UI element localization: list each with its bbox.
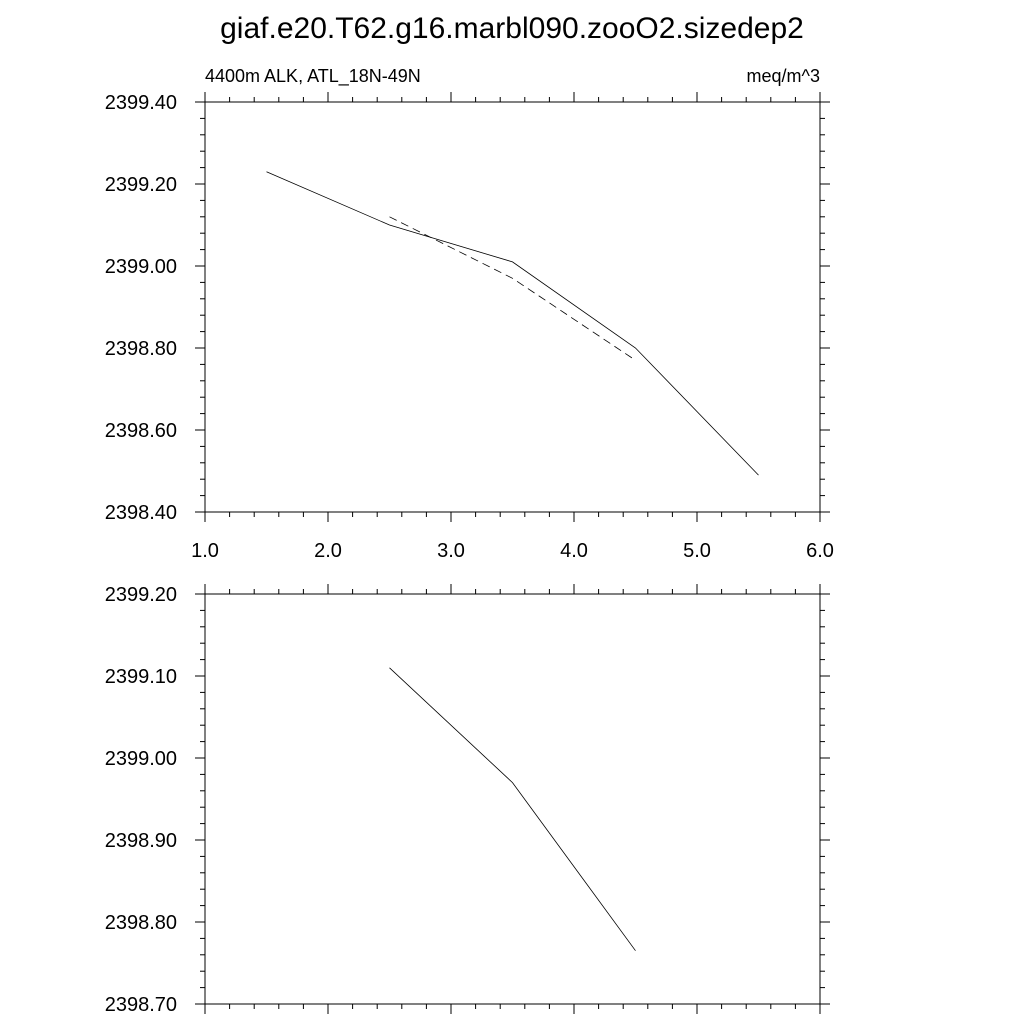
plot-frame [204, 101, 821, 513]
x-tick-label: 4.0 [560, 540, 588, 562]
x-tick-label: 6.0 [806, 540, 834, 562]
y-tick-label: 2399.20 [105, 584, 177, 606]
y-tick-label: 2399.10 [105, 666, 177, 688]
y-tick-label: 2398.80 [105, 338, 177, 360]
y-tick-label: 2399.20 [105, 174, 177, 196]
y-tick-label: 2399.40 [105, 92, 177, 114]
x-tick-label: 5.0 [683, 540, 711, 562]
top-panel: 1.0 2.0 3.0 4.0 5.0 6.0 2398.40 2398.60 2398.80 2… [105, 66, 834, 562]
x-tick-label: 1.0 [191, 540, 219, 562]
x-tick-label: 2.0 [314, 540, 342, 562]
y-tick-label: 2398.70 [105, 994, 177, 1016]
y-tick-label: 2398.40 [105, 502, 177, 524]
series-line-solid [266, 171, 759, 476]
panel-units-label: meq/m^3 [747, 66, 820, 86]
y-tick-label: 2399.00 [105, 748, 177, 770]
y-tick-label: 2398.60 [105, 420, 177, 442]
series-line-dashed [389, 216, 636, 361]
y-tick-label: 2399.00 [105, 256, 177, 278]
chart-title: giaf.e20.T62.g16.marbl090.zooO2.sizedep2 [220, 12, 804, 45]
bottom-panel: 2398.70 2398.80 2398.90 2399.00 2399.10 2399.… [105, 584, 830, 1016]
y-tick-label: 2398.90 [105, 830, 177, 852]
x-tick-label: 3.0 [437, 540, 465, 562]
y-tick-label: 2398.80 [105, 912, 177, 934]
series-line-solid [389, 667, 636, 951]
panel-left-label: 4400m ALK, ATL_18N-49N [205, 66, 421, 87]
plot-frame [204, 593, 821, 1005]
